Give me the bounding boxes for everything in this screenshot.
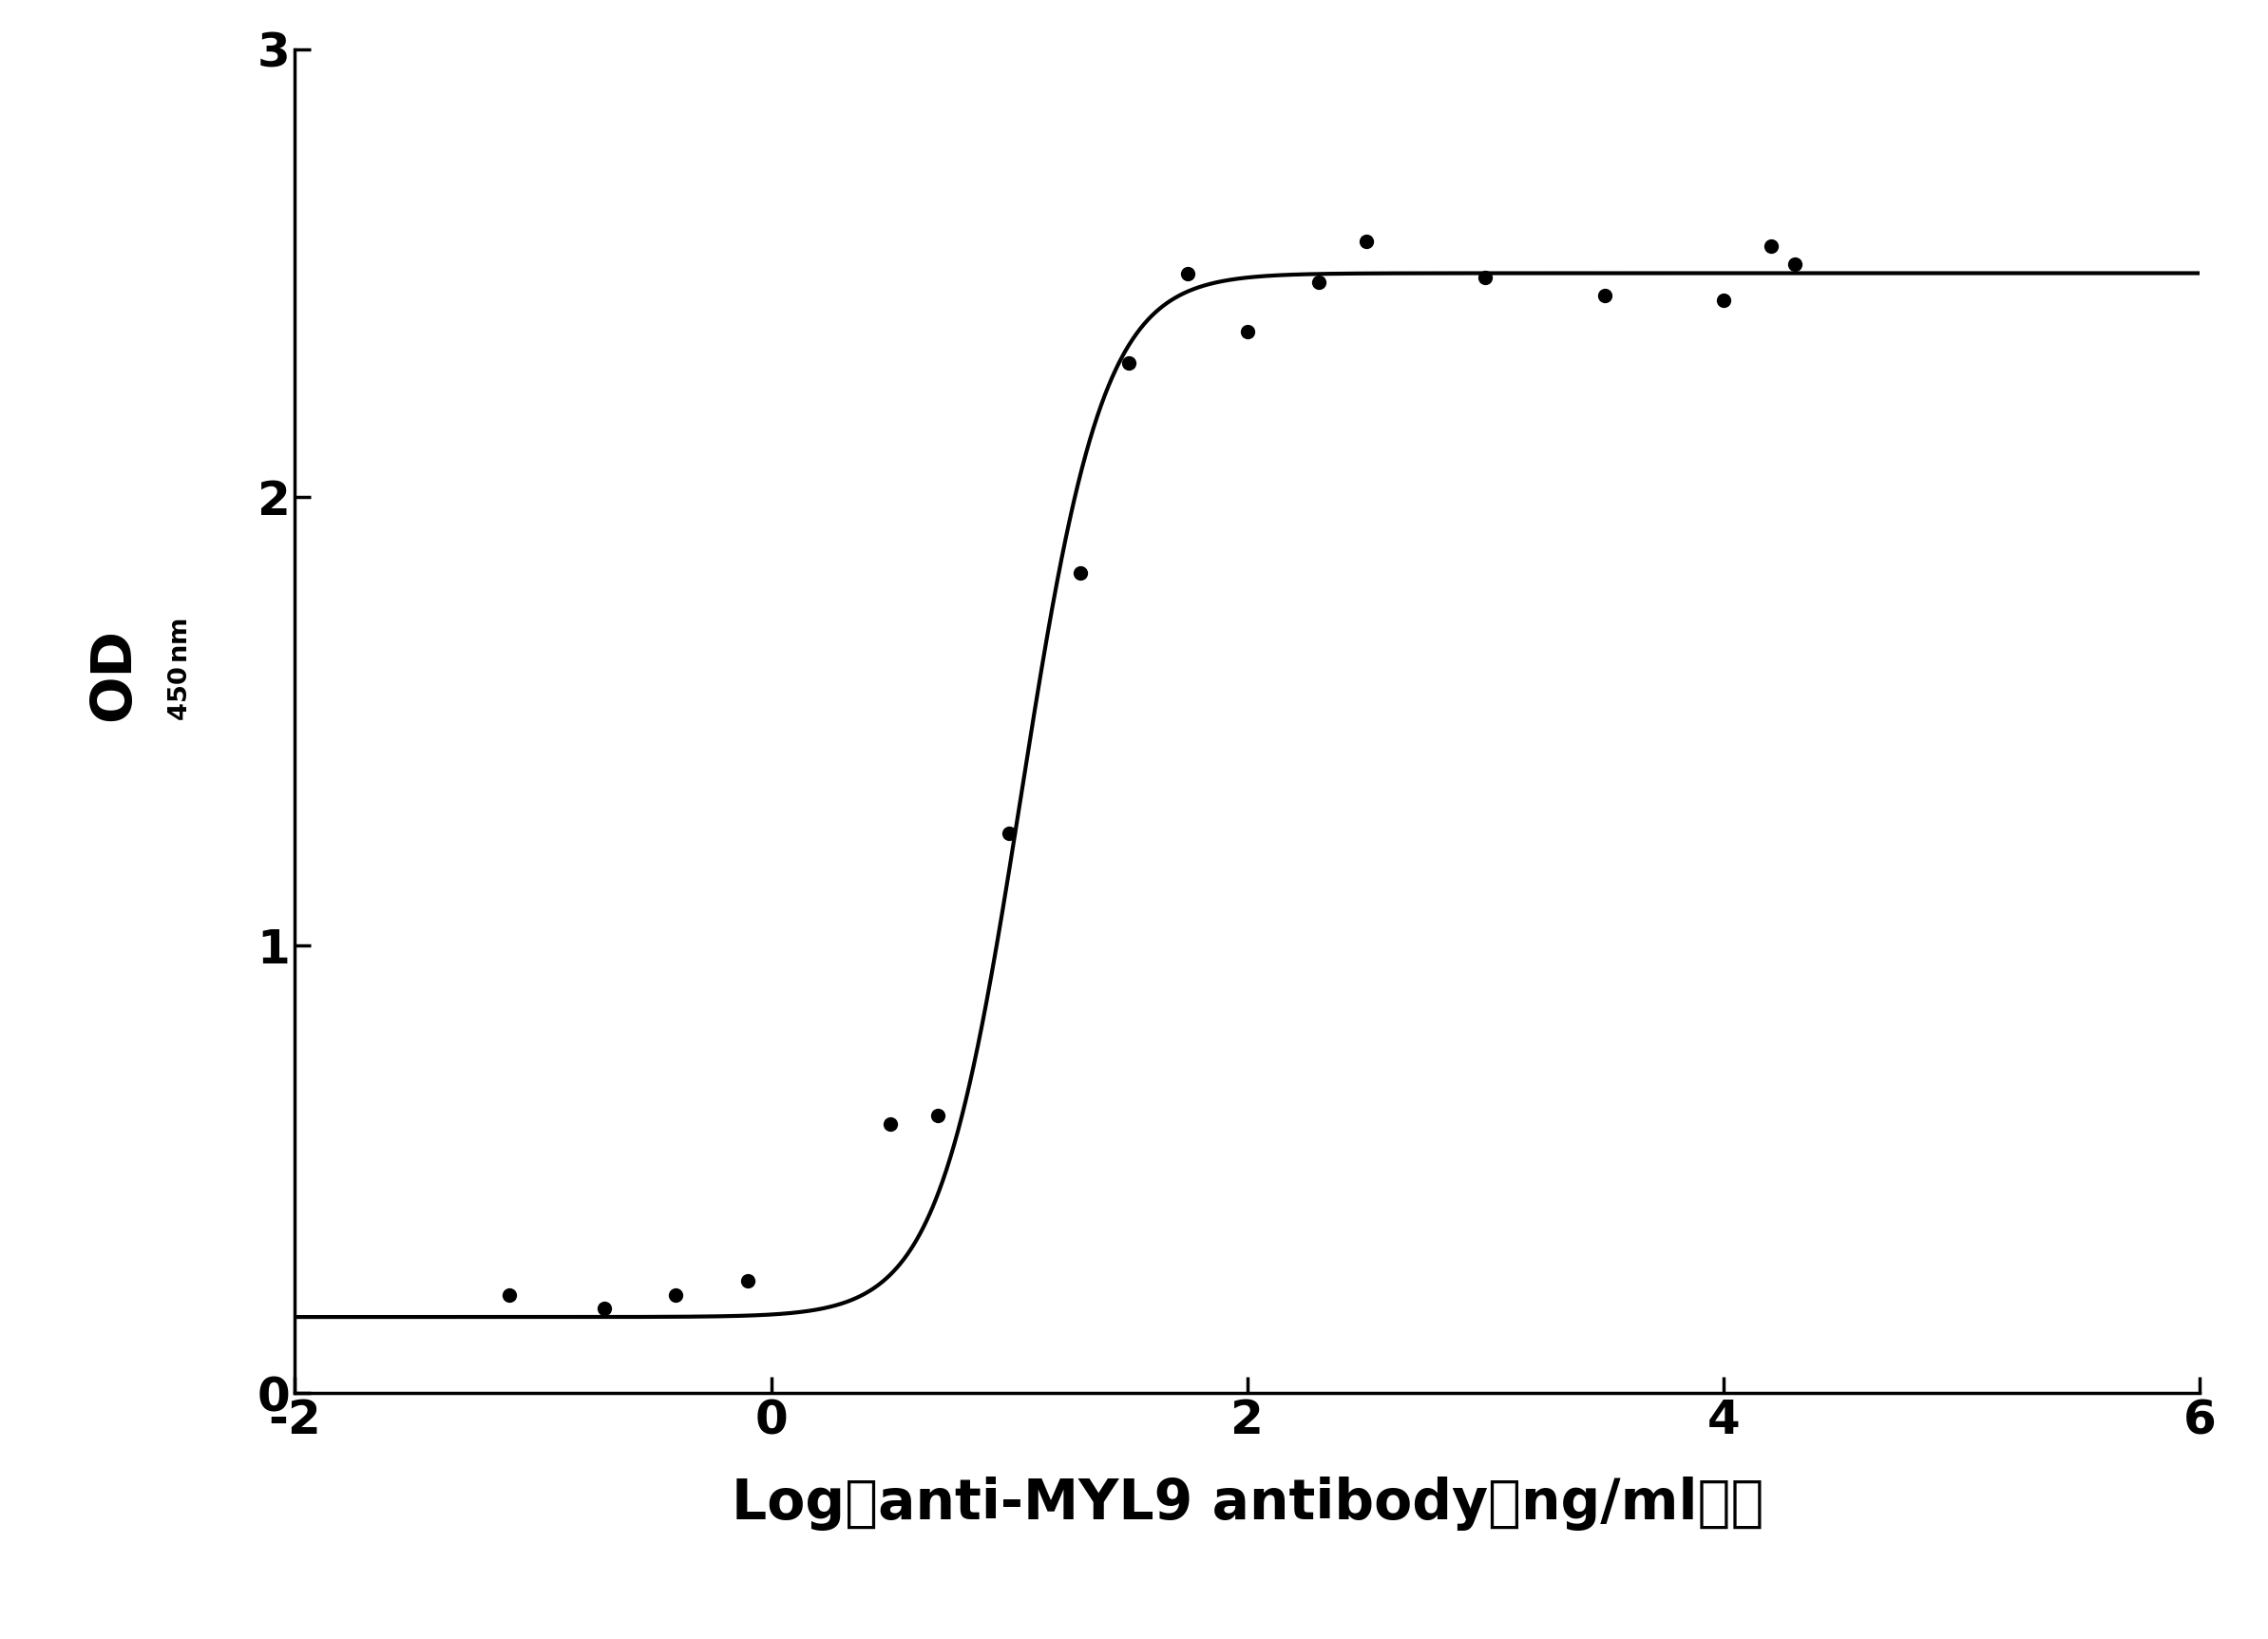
Point (991, 820, 1027, 846)
Point (658, 1282, 694, 1308)
Point (1229, 318, 1266, 344)
Point (871, 1111, 907, 1137)
Point (1347, 229, 1383, 256)
Point (1776, 251, 1812, 277)
Point (728, 1269, 764, 1295)
Point (1585, 282, 1622, 308)
Point (1753, 233, 1789, 259)
X-axis label: Log（anti-MYL9 antibody（ng/ml））: Log（anti-MYL9 antibody（ng/ml）） (730, 1477, 1765, 1531)
Point (1061, 561, 1098, 587)
Text: OD: OD (86, 628, 141, 721)
Point (919, 1103, 955, 1129)
Point (1170, 261, 1207, 287)
Point (1109, 349, 1145, 375)
Point (1467, 264, 1504, 290)
Point (585, 1295, 621, 1321)
Point (1300, 269, 1336, 295)
Text: $\mathregular{_{450\,nm}}$: $\mathregular{_{450\,nm}}$ (152, 618, 188, 721)
Point (490, 1282, 526, 1308)
Point (1706, 287, 1742, 313)
